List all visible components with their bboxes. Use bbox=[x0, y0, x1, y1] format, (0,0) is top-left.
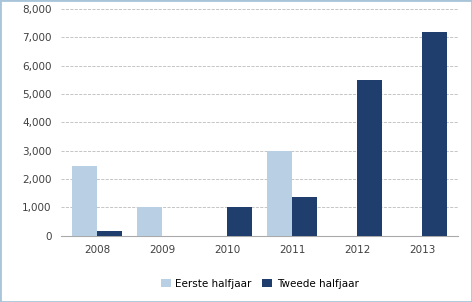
Bar bbox=[268, 151, 292, 236]
Bar bbox=[422, 32, 447, 236]
Bar bbox=[357, 80, 382, 236]
Legend: Eerste halfjaar, Tweede halfjaar: Eerste halfjaar, Tweede halfjaar bbox=[157, 275, 362, 293]
Bar bbox=[137, 207, 162, 236]
Bar bbox=[292, 197, 317, 236]
Bar bbox=[227, 207, 252, 236]
Bar bbox=[72, 166, 97, 236]
Bar bbox=[97, 231, 122, 236]
